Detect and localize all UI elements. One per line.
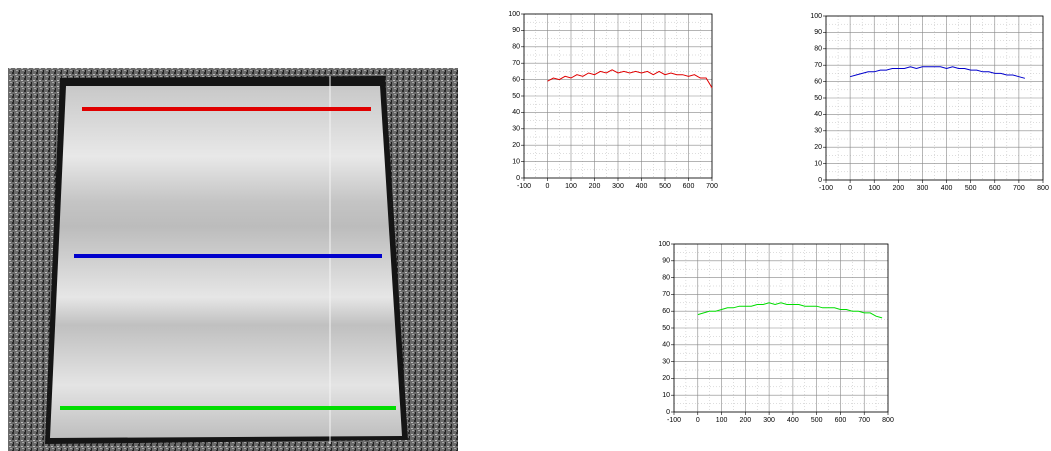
y-tick-label: 30 (662, 358, 670, 365)
y-tick-label: 70 (512, 60, 520, 67)
x-tick-label: 300 (917, 185, 929, 192)
y-tick-label: 20 (814, 144, 822, 151)
data-line (697, 302, 883, 319)
x-tick-label: 600 (835, 417, 847, 424)
x-tick-label: 300 (763, 417, 775, 424)
y-tick-label: 80 (814, 46, 822, 53)
y-tick-label: 50 (814, 95, 822, 102)
x-tick-label: 200 (739, 417, 751, 424)
y-tick-label: 60 (512, 76, 520, 83)
x-tick-label: 300 (612, 183, 624, 190)
data-line (547, 69, 713, 89)
y-tick-label: 10 (814, 160, 822, 167)
x-tick-label: 200 (892, 185, 904, 192)
x-tick-label: 500 (965, 185, 977, 192)
x-tick-label: -100 (517, 183, 531, 190)
chart: -100 0 100 200 300 400 500 600 700 80001020304050… (810, 13, 1049, 192)
chart: -100 0 100 200 300 400 500 600 70001020304050607… (508, 11, 718, 190)
y-tick-label: 50 (662, 325, 670, 332)
x-tick-label: 700 (706, 183, 718, 190)
y-tick-label: 90 (662, 258, 670, 265)
y-tick-label: 30 (814, 128, 822, 135)
y-tick-label: 60 (662, 308, 670, 315)
x-tick-label: 200 (589, 183, 601, 190)
x-tick-label: 800 (1037, 185, 1049, 192)
data-line (849, 66, 1026, 79)
x-tick-label: -100 (667, 417, 681, 424)
y-tick-label: 90 (814, 29, 822, 36)
x-tick-label: 500 (659, 183, 671, 190)
y-tick-label: 0 (516, 175, 520, 182)
x-tick-label: 800 (882, 417, 894, 424)
x-tick-label: 700 (1013, 185, 1025, 192)
image-plate (50, 86, 402, 438)
y-tick-label: 60 (814, 78, 822, 85)
y-tick-label: 80 (662, 274, 670, 281)
y-tick-label: 70 (814, 62, 822, 69)
chart: -100 0 100 200 300 400 500 600 700 80001020304050… (658, 241, 894, 424)
y-tick-label: 40 (814, 111, 822, 118)
y-tick-label: 90 (512, 27, 520, 34)
y-tick-label: 30 (512, 126, 520, 133)
x-tick-label: 700 (858, 417, 870, 424)
x-tick-label: 500 (811, 417, 823, 424)
x-tick-label: 0 (546, 183, 550, 190)
y-tick-label: 70 (662, 291, 670, 298)
x-tick-label: 400 (636, 183, 648, 190)
y-tick-label: 20 (512, 142, 520, 149)
x-tick-label: -100 (819, 185, 833, 192)
x-tick-label: 100 (716, 417, 728, 424)
plot-frame (523, 13, 713, 179)
y-tick-label: 100 (508, 11, 520, 18)
y-tick-label: 0 (818, 177, 822, 184)
y-tick-label: 100 (658, 241, 670, 248)
x-tick-label: 100 (565, 183, 577, 190)
y-tick-label: 100 (810, 13, 822, 20)
y-tick-label: 10 (662, 392, 670, 399)
y-tick-label: 0 (666, 409, 670, 416)
y-tick-label: 20 (662, 375, 670, 382)
x-tick-label: 600 (683, 183, 695, 190)
plot-frame (825, 15, 1044, 181)
y-tick-label: 50 (512, 93, 520, 100)
x-tick-label: 400 (787, 417, 799, 424)
x-tick-label: 0 (696, 417, 700, 424)
y-tick-label: 40 (512, 109, 520, 116)
y-tick-label: 40 (662, 342, 670, 349)
plot-frame (673, 243, 889, 413)
x-tick-label: 400 (941, 185, 953, 192)
sample-image (8, 68, 458, 451)
x-tick-label: 0 (848, 185, 852, 192)
x-tick-label: 100 (868, 185, 880, 192)
y-tick-label: 80 (512, 44, 520, 51)
x-tick-label: 600 (989, 185, 1001, 192)
y-tick-label: 10 (512, 158, 520, 165)
